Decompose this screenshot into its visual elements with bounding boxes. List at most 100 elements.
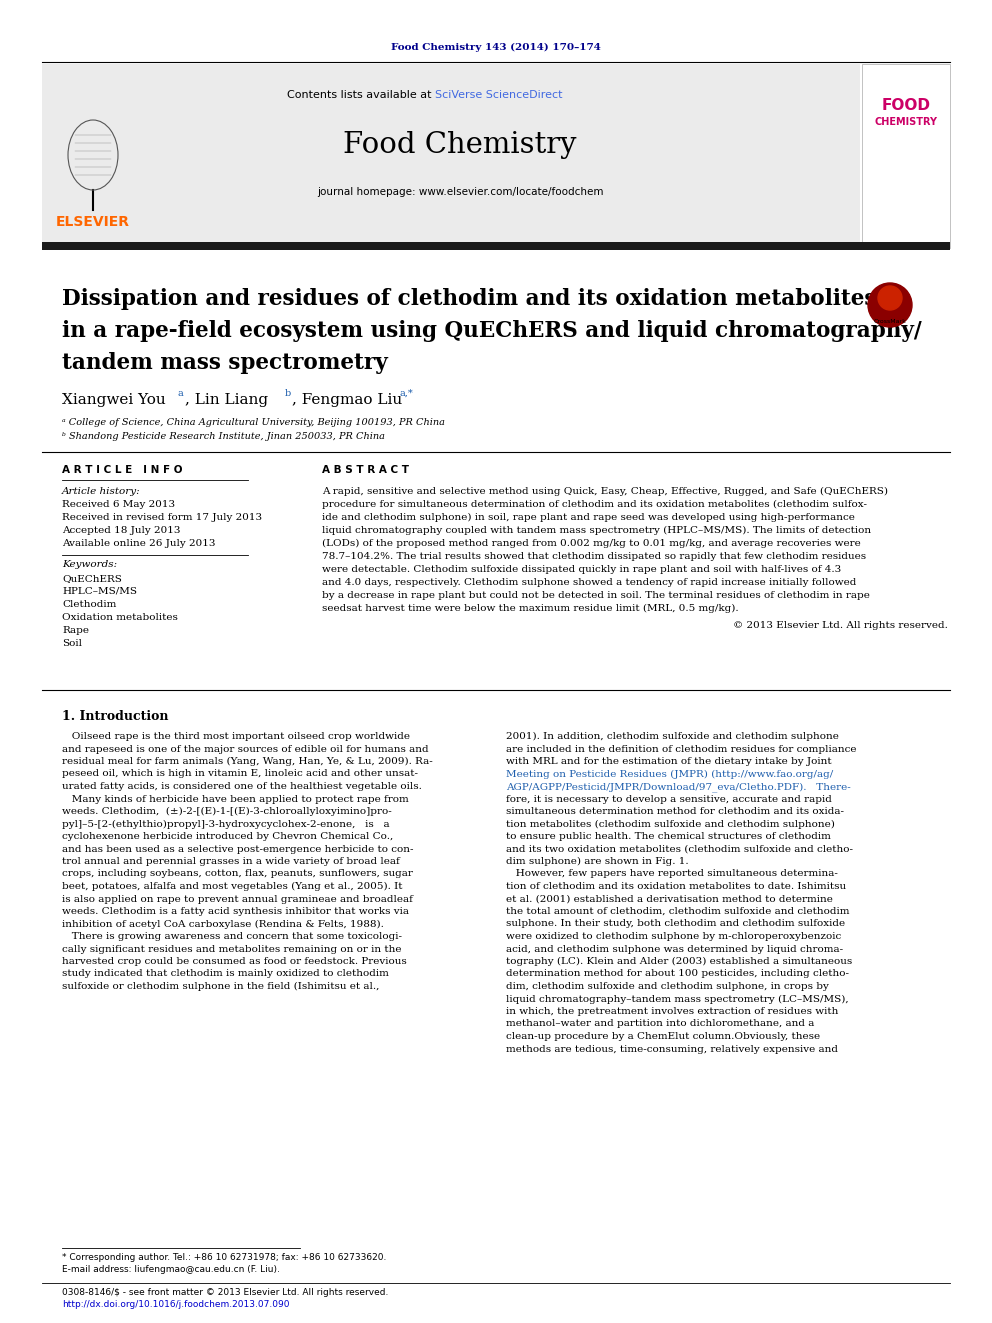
- Text: methanol–water and partition into dichloromethane, and a: methanol–water and partition into dichlo…: [506, 1020, 814, 1028]
- Text: However, few papers have reported simultaneous determina-: However, few papers have reported simult…: [506, 869, 838, 878]
- Text: study indicated that clethodim is mainly oxidized to clethodim: study indicated that clethodim is mainly…: [62, 970, 389, 979]
- Text: tandem mass spectrometry: tandem mass spectrometry: [62, 352, 388, 374]
- Text: tion of clethodim and its oxidation metabolites to date. Ishimitsu: tion of clethodim and its oxidation meta…: [506, 882, 846, 890]
- Text: ELSEVIER: ELSEVIER: [56, 216, 130, 229]
- Text: tography (LC). Klein and Alder (2003) established a simultaneous: tography (LC). Klein and Alder (2003) es…: [506, 957, 852, 966]
- FancyBboxPatch shape: [42, 242, 950, 250]
- Text: FOOD: FOOD: [882, 98, 930, 112]
- Text: a: a: [178, 389, 184, 398]
- Text: Many kinds of herbicide have been applied to protect rape from: Many kinds of herbicide have been applie…: [62, 795, 409, 803]
- Text: 0308-8146/$ - see front matter © 2013 Elsevier Ltd. All rights reserved.: 0308-8146/$ - see front matter © 2013 El…: [62, 1289, 389, 1297]
- Text: Rape: Rape: [62, 626, 89, 635]
- Text: beet, potatoes, alfalfa and most vegetables (Yang et al., 2005). It: beet, potatoes, alfalfa and most vegetab…: [62, 882, 403, 892]
- Text: Oilseed rape is the third most important oilseed crop worldwide: Oilseed rape is the third most important…: [62, 732, 410, 741]
- Text: trol annual and perennial grasses in a wide variety of broad leaf: trol annual and perennial grasses in a w…: [62, 857, 400, 867]
- Text: et al. (2001) established a derivatisation method to determine: et al. (2001) established a derivatisati…: [506, 894, 833, 904]
- Text: by a decrease in rape plant but could not be detected in soil. The terminal resi: by a decrease in rape plant but could no…: [322, 591, 870, 601]
- FancyBboxPatch shape: [42, 64, 860, 247]
- Text: , Lin Liang: , Lin Liang: [185, 393, 268, 407]
- Text: Xiangwei You: Xiangwei You: [62, 393, 166, 407]
- Text: Oxidation metabolites: Oxidation metabolites: [62, 613, 178, 622]
- Text: sulfoxide or clethodim sulphone in the field (Ishimitsu et al.,: sulfoxide or clethodim sulphone in the f…: [62, 982, 379, 991]
- Text: with MRL and for the estimation of the dietary intake by Joint: with MRL and for the estimation of the d…: [506, 757, 831, 766]
- Text: pyl]–5-[2-(ethylthio)propyl]-3-hydroxycyclohex-2-enone,   is   a: pyl]–5-[2-(ethylthio)propyl]-3-hydroxycy…: [62, 819, 390, 828]
- Text: HPLC–MS/MS: HPLC–MS/MS: [62, 587, 137, 595]
- FancyBboxPatch shape: [862, 64, 950, 247]
- Text: a,*: a,*: [400, 389, 414, 398]
- Text: weeds. Clethodim is a fatty acid synthesis inhibitor that works via: weeds. Clethodim is a fatty acid synthes…: [62, 908, 409, 916]
- Text: liquid chromatography–tandem mass spectrometry (LC–MS/MS),: liquid chromatography–tandem mass spectr…: [506, 995, 848, 1004]
- Text: Food Chemistry: Food Chemistry: [343, 131, 576, 159]
- Text: CrossMark: CrossMark: [874, 319, 907, 324]
- Text: cally significant residues and metabolites remaining on or in the: cally significant residues and metabolit…: [62, 945, 402, 954]
- Text: QuEChERS: QuEChERS: [62, 574, 122, 583]
- Text: dim, clethodim sulfoxide and clethodim sulphone, in crops by: dim, clethodim sulfoxide and clethodim s…: [506, 982, 829, 991]
- Text: * Corresponding author. Tel.: +86 10 62731978; fax: +86 10 62733620.: * Corresponding author. Tel.: +86 10 627…: [62, 1253, 386, 1262]
- Text: Keywords:: Keywords:: [62, 560, 117, 569]
- Text: SciVerse ScienceDirect: SciVerse ScienceDirect: [435, 90, 562, 101]
- Text: procedure for simultaneous determination of clethodim and its oxidation metaboli: procedure for simultaneous determination…: [322, 500, 867, 509]
- Text: and its two oxidation metabolites (clethodim sulfoxide and cletho-: and its two oxidation metabolites (cleth…: [506, 844, 853, 853]
- Text: journal homepage: www.elsevier.com/locate/foodchem: journal homepage: www.elsevier.com/locat…: [316, 187, 603, 197]
- Text: 2001). In addition, clethodim sulfoxide and clethodim sulphone: 2001). In addition, clethodim sulfoxide …: [506, 732, 839, 741]
- Text: ᵃ College of Science, China Agricultural University, Beijing 100193, PR China: ᵃ College of Science, China Agricultural…: [62, 418, 445, 427]
- Text: Available online 26 July 2013: Available online 26 July 2013: [62, 538, 215, 548]
- Text: A R T I C L E   I N F O: A R T I C L E I N F O: [62, 464, 183, 475]
- Text: Clethodim: Clethodim: [62, 601, 116, 609]
- Text: E-mail address: liufengmao@cau.edu.cn (F. Liu).: E-mail address: liufengmao@cau.edu.cn (F…: [62, 1265, 280, 1274]
- Text: Received in revised form 17 July 2013: Received in revised form 17 July 2013: [62, 513, 262, 523]
- Text: dim sulphone) are shown in Fig. 1.: dim sulphone) are shown in Fig. 1.: [506, 857, 688, 867]
- Text: Soil: Soil: [62, 639, 82, 648]
- Text: Food Chemistry 143 (2014) 170–174: Food Chemistry 143 (2014) 170–174: [391, 42, 601, 52]
- Circle shape: [868, 283, 912, 327]
- Text: Dissipation and residues of clethodim and its oxidation metabolites: Dissipation and residues of clethodim an…: [62, 288, 876, 310]
- Text: to ensure public health. The chemical structures of clethodim: to ensure public health. The chemical st…: [506, 832, 831, 841]
- Text: urated fatty acids, is considered one of the healthiest vegetable oils.: urated fatty acids, is considered one of…: [62, 782, 422, 791]
- Text: were oxidized to clethodim sulphone by m-chloroperoxybenzoic: were oxidized to clethodim sulphone by m…: [506, 931, 841, 941]
- Text: fore, it is necessary to develop a sensitive, accurate and rapid: fore, it is necessary to develop a sensi…: [506, 795, 832, 803]
- Text: Accepted 18 July 2013: Accepted 18 July 2013: [62, 527, 181, 534]
- Text: ide and clethodim sulphone) in soil, rape plant and rape seed was developed usin: ide and clethodim sulphone) in soil, rap…: [322, 513, 855, 523]
- Text: residual meal for farm animals (Yang, Wang, Han, Ye, & Lu, 2009). Ra-: residual meal for farm animals (Yang, Wa…: [62, 757, 433, 766]
- Text: crops, including soybeans, cotton, flax, peanuts, sunflowers, sugar: crops, including soybeans, cotton, flax,…: [62, 869, 413, 878]
- Circle shape: [878, 286, 902, 310]
- Text: Meeting on Pesticide Residues (JMPR) (http://www.fao.org/ag/: Meeting on Pesticide Residues (JMPR) (ht…: [506, 770, 833, 779]
- Text: CHEMISTRY: CHEMISTRY: [875, 116, 937, 127]
- Text: Received 6 May 2013: Received 6 May 2013: [62, 500, 176, 509]
- Text: A rapid, sensitive and selective method using Quick, Easy, Cheap, Effective, Rug: A rapid, sensitive and selective method …: [322, 487, 888, 496]
- Text: simultaneous determination method for clethodim and its oxida-: simultaneous determination method for cl…: [506, 807, 844, 816]
- Text: were detectable. Clethodim sulfoxide dissipated quickly in rape plant and soil w: were detectable. Clethodim sulfoxide dis…: [322, 565, 841, 574]
- Text: harvested crop could be consumed as food or feedstock. Previous: harvested crop could be consumed as food…: [62, 957, 407, 966]
- Text: and has been used as a selective post-emergence herbicide to con-: and has been used as a selective post-em…: [62, 844, 414, 853]
- Text: in a rape-field ecosystem using QuEChERS and liquid chromatography/: in a rape-field ecosystem using QuEChERS…: [62, 320, 922, 343]
- Text: b: b: [285, 389, 292, 398]
- Text: Contents lists available at: Contents lists available at: [287, 90, 435, 101]
- Text: 1. Introduction: 1. Introduction: [62, 710, 169, 722]
- Text: liquid chromatography coupled with tandem mass spectrometry (HPLC–MS/MS). The li: liquid chromatography coupled with tande…: [322, 527, 871, 534]
- Text: determination method for about 100 pesticides, including cletho-: determination method for about 100 pesti…: [506, 970, 849, 979]
- Text: clean-up procedure by a ChemElut column.Obviously, these: clean-up procedure by a ChemElut column.…: [506, 1032, 820, 1041]
- Text: inhibition of acetyl CoA carboxylase (Rendina & Felts, 1988).: inhibition of acetyl CoA carboxylase (Re…: [62, 919, 384, 929]
- Text: and rapeseed is one of the major sources of edible oil for humans and: and rapeseed is one of the major sources…: [62, 745, 429, 754]
- Text: the total amount of clethodim, clethodim sulfoxide and clethodim: the total amount of clethodim, clethodim…: [506, 908, 849, 916]
- Text: © 2013 Elsevier Ltd. All rights reserved.: © 2013 Elsevier Ltd. All rights reserved…: [733, 620, 948, 630]
- Text: http://dx.doi.org/10.1016/j.foodchem.2013.07.090: http://dx.doi.org/10.1016/j.foodchem.201…: [62, 1301, 290, 1308]
- Text: tion metabolites (clethodim sulfoxide and clethodim sulphone): tion metabolites (clethodim sulfoxide an…: [506, 819, 835, 828]
- Text: methods are tedious, time-consuming, relatively expensive and: methods are tedious, time-consuming, rel…: [506, 1044, 838, 1053]
- Text: There is growing awareness and concern that some toxicologi-: There is growing awareness and concern t…: [62, 931, 402, 941]
- Text: ᵇ Shandong Pesticide Research Institute, Jinan 250033, PR China: ᵇ Shandong Pesticide Research Institute,…: [62, 433, 385, 441]
- Text: A B S T R A C T: A B S T R A C T: [322, 464, 409, 475]
- Text: seedsat harvest time were below the maximum residue limit (MRL, 0.5 mg/kg).: seedsat harvest time were below the maxi…: [322, 605, 739, 613]
- Text: Article history:: Article history:: [62, 487, 141, 496]
- Text: (LODs) of the proposed method ranged from 0.002 mg/kg to 0.01 mg/kg, and average: (LODs) of the proposed method ranged fro…: [322, 538, 861, 548]
- Text: acid, and clethodim sulphone was determined by liquid chroma-: acid, and clethodim sulphone was determi…: [506, 945, 843, 954]
- Text: , Fengmao Liu: , Fengmao Liu: [292, 393, 402, 407]
- Text: weeds. Clethodim,  (±)-2-[(E)-1-[(E)-3-chloroallyloxyimino]pro-: weeds. Clethodim, (±)-2-[(E)-1-[(E)-3-ch…: [62, 807, 392, 816]
- Text: 78.7–104.2%. The trial results showed that clethodim dissipated so rapidly that : 78.7–104.2%. The trial results showed th…: [322, 552, 866, 561]
- Text: cyclohexenone herbicide introduced by Chevron Chemical Co.,: cyclohexenone herbicide introduced by Ch…: [62, 832, 393, 841]
- Text: and 4.0 days, respectively. Clethodim sulphone showed a tendency of rapid increa: and 4.0 days, respectively. Clethodim su…: [322, 578, 856, 587]
- Text: are included in the definition of clethodim residues for compliance: are included in the definition of cletho…: [506, 745, 856, 754]
- Text: AGP/AGPP/Pesticid/JMPR/Download/97_eva/Cletho.PDF).   There-: AGP/AGPP/Pesticid/JMPR/Download/97_eva/C…: [506, 782, 851, 791]
- Text: peseed oil, which is high in vitamin E, linoleic acid and other unsat-: peseed oil, which is high in vitamin E, …: [62, 770, 418, 778]
- Text: in which, the pretreatment involves extraction of residues with: in which, the pretreatment involves extr…: [506, 1007, 838, 1016]
